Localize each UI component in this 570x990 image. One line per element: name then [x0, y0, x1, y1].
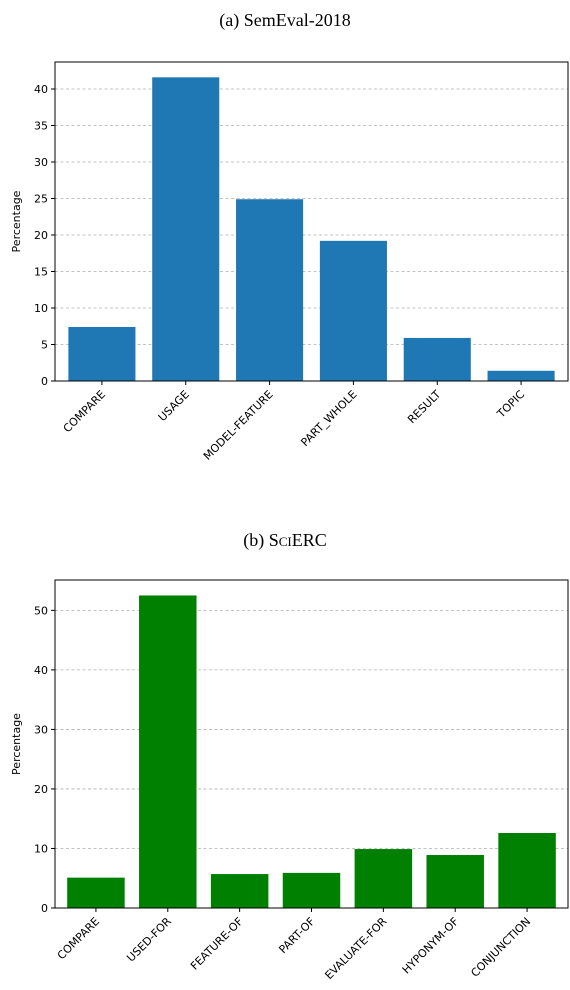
- scierc-bar-hyponym-of: [426, 855, 484, 908]
- scierc-ytick-label: 20: [34, 783, 48, 796]
- semeval-ytick-label: 0: [41, 375, 48, 388]
- semeval-ytick-label: 30: [34, 156, 48, 169]
- scierc-bar-part-of: [282, 872, 341, 908]
- scierc-ytick-label: 50: [34, 604, 48, 617]
- semeval-ylabel: Percentage: [10, 190, 23, 252]
- semeval-bar-result: [403, 337, 471, 381]
- semeval-bar-model-feature: [236, 199, 304, 381]
- semeval-ytick-label: 25: [34, 193, 48, 206]
- caption-semeval-prefix: (a): [219, 10, 244, 30]
- semeval-xtick-label: MODEL-FEATURE: [201, 388, 276, 463]
- scierc-bar-compare: [67, 877, 125, 908]
- semeval-xtick-label: USAGE: [156, 388, 192, 424]
- scierc-ytick-label: 10: [34, 842, 48, 855]
- semeval-ytick-label: 10: [34, 302, 48, 315]
- chart-scierc: 0 10 20 30 40 50 COMPARE USED-FOR FEATURE-OF PART…: [10, 579, 569, 982]
- caption-semeval: (a) SemEval-2018: [0, 10, 570, 31]
- caption-scierc: (b) SciERC: [0, 530, 570, 551]
- semeval-xtick-label: RESULT: [405, 388, 443, 426]
- caption-semeval-name: SemEval-2018: [243, 10, 351, 30]
- semeval-bar-usage: [152, 77, 220, 381]
- semeval-ytick-label: 20: [34, 229, 48, 242]
- scierc-xtick-label: FEATURE-OF: [188, 915, 246, 973]
- semeval-ytick-label: 35: [34, 120, 48, 133]
- chart-semeval: 0 5 10 15 20 25 30 35 40 COMPARE USAGE MODEL-FEATUR…: [10, 61, 569, 463]
- semeval-axes-frame: [54, 61, 569, 382]
- scierc-ytick-label: 30: [34, 723, 48, 736]
- scierc-xtick-label: HYPONYM-OF: [400, 915, 462, 977]
- caption-scierc-prefix: (b): [243, 530, 269, 550]
- scierc-xtick-label: CONJUNCTION: [468, 915, 533, 980]
- scierc-ylabel: Percentage: [10, 713, 23, 775]
- scierc-bar-feature-of: [210, 874, 269, 908]
- scierc-xtick-label: COMPARE: [55, 915, 102, 962]
- scierc-bar-evaluate-for: [354, 849, 413, 908]
- semeval-xtick-label: TOPIC: [494, 388, 527, 421]
- semeval-bar-part_whole: [319, 240, 387, 381]
- scierc-ytick-label: 40: [34, 664, 48, 677]
- semeval-bar-compare: [68, 326, 136, 381]
- scierc-axes-frame: [54, 579, 569, 909]
- semeval-ytick-label: 40: [34, 83, 48, 96]
- semeval-xtick-label: COMPARE: [61, 388, 108, 435]
- scierc-xtick-label: EVALUATE-FOR: [322, 915, 389, 982]
- semeval-bar-topic: [487, 370, 555, 381]
- semeval-ytick-label: 5: [41, 339, 48, 352]
- scierc-bar-conjunction: [498, 832, 556, 908]
- scierc-xtick-label: USED-FOR: [124, 915, 174, 965]
- semeval-ytick-label: 15: [34, 266, 48, 279]
- caption-scierc-name: SciERC: [268, 530, 327, 550]
- scierc-ytick-label: 0: [41, 902, 48, 915]
- scierc-bar-used-for: [139, 595, 197, 908]
- scierc-xtick-label: PART-OF: [276, 915, 317, 956]
- semeval-xtick-label: PART_WHOLE: [298, 388, 359, 449]
